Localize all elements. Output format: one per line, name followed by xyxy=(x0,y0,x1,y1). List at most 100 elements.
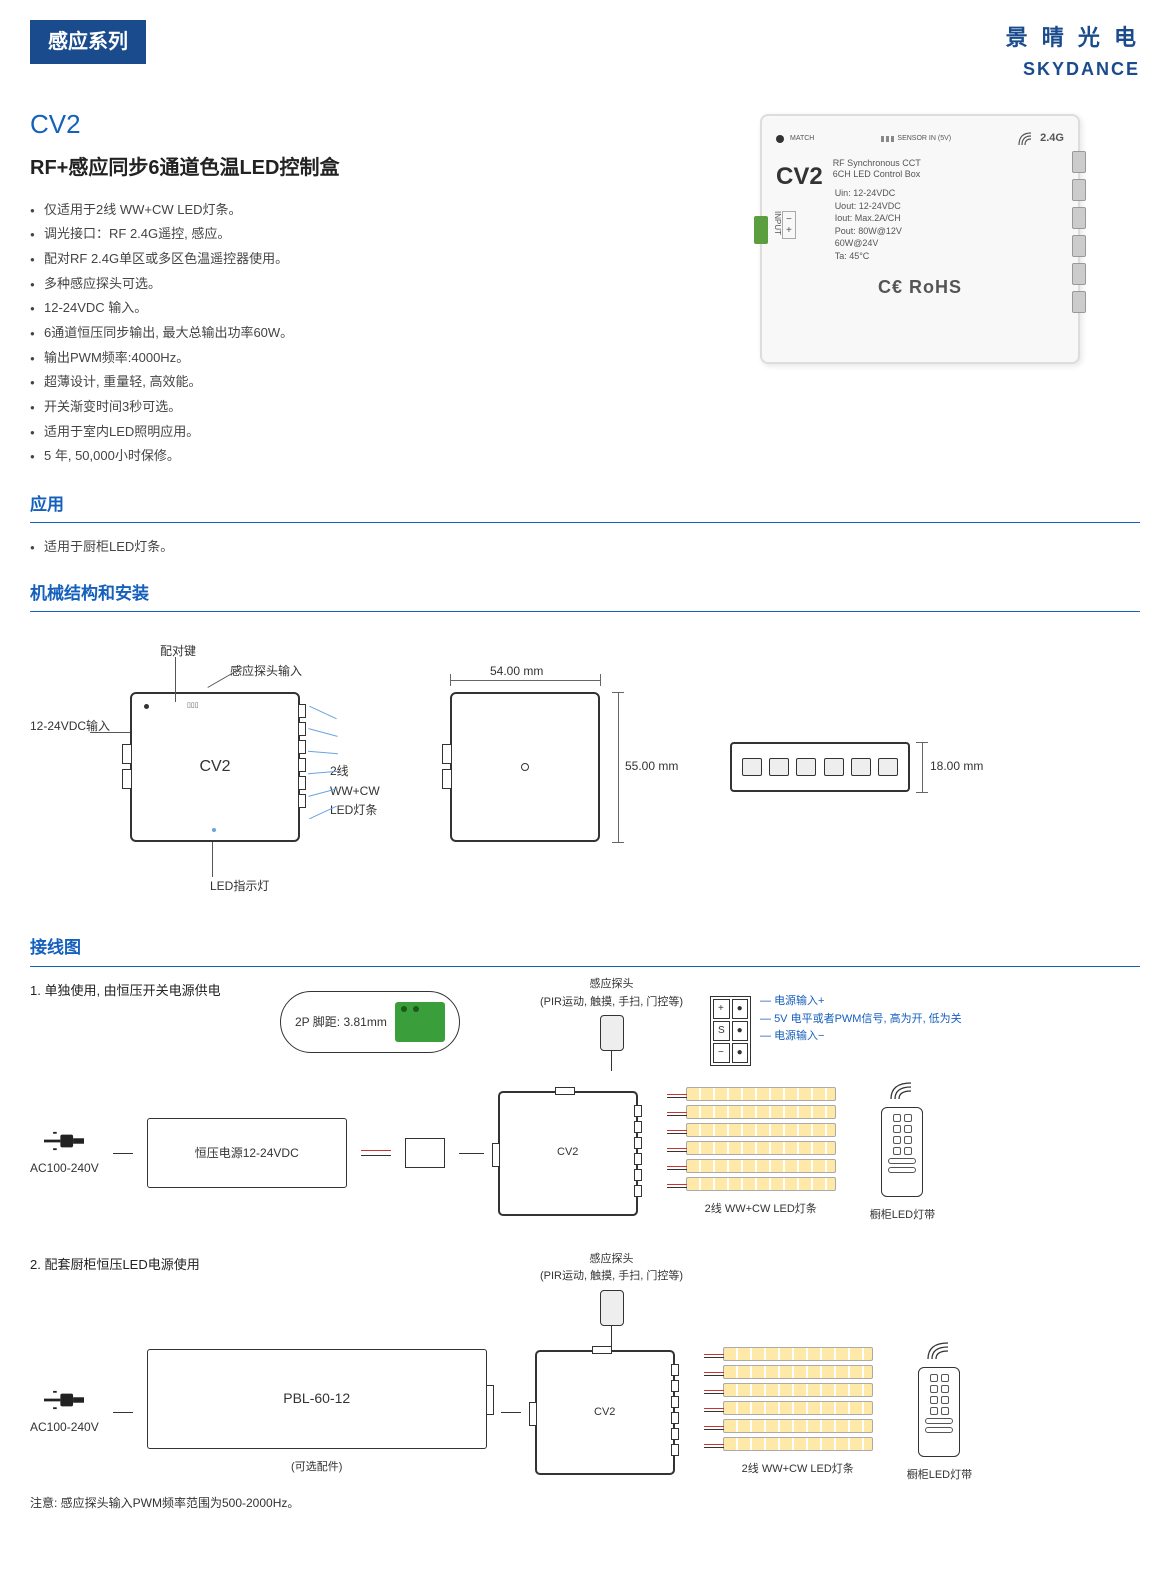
strip-label: 2线 WW+CW LED灯条 xyxy=(742,1461,854,1479)
cv2-out-icon xyxy=(634,1105,642,1117)
connector-callout: 2P 脚距: 3.81mm xyxy=(280,991,460,1053)
feature-item: 开关渐变时间3秒可选。 xyxy=(30,395,730,420)
sensor-icon xyxy=(600,1015,624,1051)
box-sub1: RF Synchronous CCT xyxy=(833,158,921,170)
pitch-label: 2P 脚距: 3.81mm xyxy=(295,1013,387,1032)
mech-box2 xyxy=(450,692,600,842)
cv2-input-icon xyxy=(492,1143,500,1167)
callout-line xyxy=(308,728,337,737)
minus-label: − xyxy=(786,214,792,225)
input-label: INPUT xyxy=(770,211,783,235)
out-port-icon xyxy=(1072,151,1086,173)
sensor-wire xyxy=(611,1051,612,1071)
sensor-in-label: SENSOR IN (5V) xyxy=(897,133,951,144)
remote-icon xyxy=(881,1107,923,1197)
pin-minus: − xyxy=(713,1043,730,1063)
sensor-wire xyxy=(611,1326,612,1346)
led-strip-icon xyxy=(723,1365,873,1379)
dim-tick xyxy=(916,792,928,793)
mech-callout-view: 配对键 感应探头输入 12-24VDC输入 2线 WW+CW LED灯条 LED… xyxy=(30,632,390,912)
mech-side-box xyxy=(730,742,910,792)
pbl-label: PBL-60-12 xyxy=(283,1387,350,1409)
ac-plug-block-2: AC100-240V xyxy=(30,1388,99,1437)
mech-out-icon xyxy=(298,794,306,808)
brand-name-cn: 景 晴 光 电 xyxy=(1006,20,1140,55)
input-polarity: − + xyxy=(782,211,796,239)
optional-label: (可选配件) xyxy=(291,1459,342,1477)
dim-tick xyxy=(916,742,928,743)
match-label: MATCH xyxy=(790,133,814,144)
dc-plug-icon xyxy=(405,1138,445,1168)
box-model: CV2 xyxy=(776,158,823,196)
feature-item: 调光接口：RF 2.4G遥控, 感应。 xyxy=(30,222,730,247)
cv2-input-icon xyxy=(529,1402,537,1426)
dim-width: 54.00 mm xyxy=(490,662,543,681)
callout-sensor-input: 感应探头输入 xyxy=(230,662,302,681)
feature-list: 仅适用于2线 WW+CW LED灯条。 调光接口：RF 2.4G遥控, 感应。 … xyxy=(30,198,730,470)
cv2-label: CV2 xyxy=(594,1404,615,1422)
spec-line: 60W@24V xyxy=(835,237,921,250)
wiring-diagram-1: 2P 脚距: 3.81mm 感应探头 (PIR运动, 触摸, 手扫, 门控等) … xyxy=(30,1011,1140,1225)
out-port-icon xyxy=(1072,263,1086,285)
plug-icon xyxy=(44,1388,84,1412)
plug-icon xyxy=(44,1129,84,1153)
spec-line: Uin: 12-24VDC xyxy=(835,187,921,200)
feature-item: 输出PWM频率:4000Hz。 xyxy=(30,346,730,371)
match-button-icon xyxy=(776,135,784,143)
dim-line xyxy=(618,692,619,842)
rf-label: 2.4G xyxy=(1040,130,1064,148)
intro-section: CV2 RF+感应同步6通道色温LED控制盒 仅适用于2线 WW+CW LED灯… xyxy=(30,104,1140,469)
cv2-sensor-icon xyxy=(592,1346,612,1354)
wifi-signal-icon xyxy=(889,1081,915,1101)
section-application-title: 应用 xyxy=(30,491,1140,523)
product-image: MATCH SENSOR IN (5V) 2.4G CV2 RF Synchro… xyxy=(760,104,1140,469)
output-connectors xyxy=(1072,151,1086,313)
mech-side-view: 18.00 mm xyxy=(730,632,1010,892)
wire-icon xyxy=(501,1412,521,1413)
pbl-box: PBL-60-12 xyxy=(147,1349,487,1449)
product-box-drawing: MATCH SENSOR IN (5V) 2.4G CV2 RF Synchro… xyxy=(760,114,1080,364)
cv2-out-icon xyxy=(671,1364,679,1376)
plus-label: + xyxy=(786,225,792,236)
callout-led-strip: 2线 WW+CW LED灯条 xyxy=(330,762,390,820)
green-connector-icon xyxy=(395,1002,445,1042)
callout-vdc-input: 12-24VDC输入 xyxy=(30,717,110,736)
remote-block-2: 橱柜LED灯带 xyxy=(907,1341,972,1485)
led-strip-icon xyxy=(686,1159,836,1173)
sensor-callout: 感应探头 (PIR运动, 触摸, 手扫, 门控等) xyxy=(540,976,683,1071)
led-strip-icon xyxy=(723,1401,873,1415)
mech-port-icon xyxy=(769,758,789,776)
pin-legend: +● S● −● xyxy=(710,996,751,1066)
mech-port-icon xyxy=(742,758,762,776)
sensor-icon xyxy=(600,1290,624,1326)
led-strips-block-2: 2线 WW+CW LED灯条 xyxy=(723,1347,873,1479)
psu-box: 恒压电源12-24VDC xyxy=(147,1118,347,1188)
mech-port-icon xyxy=(851,758,871,776)
wire-neg-icon xyxy=(361,1155,391,1156)
dim-depth: 18.00 mm xyxy=(930,757,983,776)
brand-name-en: SKYDANCE xyxy=(1006,55,1140,84)
wifi-icon xyxy=(1018,132,1036,146)
callout-line xyxy=(309,706,337,720)
wire-icon xyxy=(113,1153,133,1154)
cv2-out-icon xyxy=(634,1121,642,1133)
wire-icon xyxy=(113,1412,133,1413)
ce-rohs-label: C€ RoHS xyxy=(776,273,1064,302)
cv2-out-icon xyxy=(671,1444,679,1456)
mech-out-icon xyxy=(298,758,306,772)
dim-tick xyxy=(450,674,451,686)
callout-line xyxy=(212,842,213,877)
section-mechanical-title: 机械结构和安装 xyxy=(30,580,1140,612)
feature-item: 6通道恒压同步输出, 最大总输出功率60W。 xyxy=(30,321,730,346)
out-port-icon xyxy=(1072,291,1086,313)
cv2-out-icon xyxy=(671,1380,679,1392)
signal-label: 5V 电平或者PWM信号, 高为开, 低为关 xyxy=(774,1013,962,1025)
wiring-diagram-2: 感应探头 (PIR运动, 触摸, 手扫, 门控等) AC100-240V PBL… xyxy=(30,1286,1140,1485)
feature-item: 多种感应探头可选。 xyxy=(30,272,730,297)
led-strip-icon xyxy=(686,1141,836,1155)
psu-label: 恒压电源12-24VDC xyxy=(195,1144,299,1163)
led-strip-icon xyxy=(686,1123,836,1137)
dim-tick xyxy=(612,842,624,843)
mech-port-icon xyxy=(878,758,898,776)
feature-item: 仅适用于2线 WW+CW LED灯条。 xyxy=(30,198,730,223)
